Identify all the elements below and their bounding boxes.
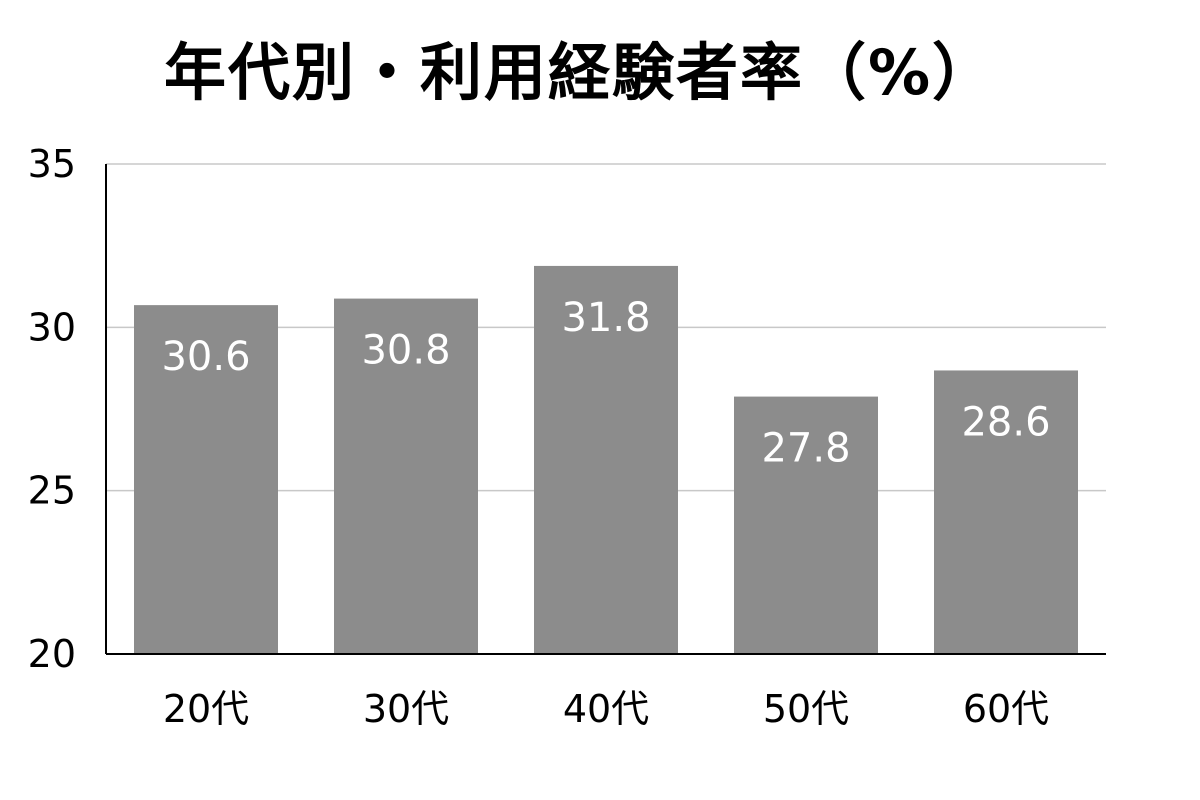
y-tick-label: 30 [28,305,76,349]
bar [334,298,478,654]
y-tick-label: 25 [28,469,76,513]
bar [934,370,1078,654]
data-label: 31.8 [561,295,650,341]
bar [734,396,878,654]
data-label: 30.8 [361,328,450,374]
bar [134,305,278,654]
x-tick-label: 20代 [163,687,249,731]
x-tick-labels: 20代 30代 40代 50代 60代 [163,687,1049,731]
bars [134,265,1078,654]
x-tick-label: 50代 [763,687,849,731]
axes [105,164,1106,655]
x-tick-label: 40代 [563,687,649,731]
chart-title: 年代別・利用経験者率（%） [163,36,997,109]
x-tick-label: 30代 [363,687,449,731]
data-label: 27.8 [761,426,850,472]
y-tick-labels: 20 25 30 35 [28,142,76,676]
y-tick-label: 20 [28,632,76,676]
bar [534,265,678,654]
data-label: 30.6 [161,334,250,380]
data-labels: 30.6 30.8 31.8 27.8 28.6 [161,295,1050,472]
data-label: 28.6 [961,399,1050,445]
x-tick-label: 60代 [963,687,1049,731]
y-tick-label: 35 [28,142,76,186]
